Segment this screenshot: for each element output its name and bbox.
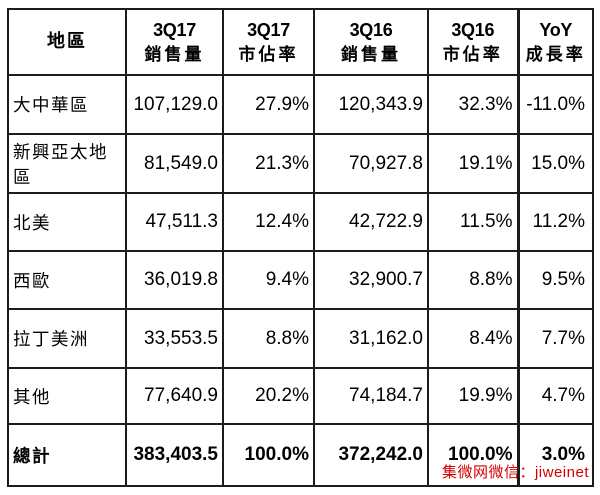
total-q317-share: 100.0% — [222, 423, 315, 487]
header-region-label: 地區 — [47, 31, 87, 52]
q317-sales-value: 47,511.3 — [125, 192, 224, 252]
q317-share-value: 8.8% — [222, 308, 315, 369]
table-row-others: 其他 77,640.9 20.2% 74,184.7 19.9% 4.7% — [7, 367, 594, 425]
q316-sales-value: 42,722.9 — [313, 192, 429, 252]
header-yoy-top: YoY — [539, 19, 573, 40]
header-3q17-sales-top: 3Q17 — [153, 19, 196, 40]
header-3q16-sales-top: 3Q16 — [349, 19, 393, 40]
total-label: 總計 — [7, 423, 127, 487]
yoy-value: 4.7% — [516, 367, 594, 425]
header-3q16-share-top: 3Q16 — [451, 19, 495, 40]
table-row-greater-china: 大中華區 107,129.0 27.9% 120,343.9 32.3% -11… — [7, 74, 594, 135]
header-cell-3q17-share: 3Q17 市佔率 — [222, 8, 315, 76]
q316-sales-value: 32,900.7 — [313, 250, 429, 310]
header-cell-yoy: YoY 成長率 — [516, 8, 594, 76]
yoy-value: -11.0% — [516, 74, 594, 135]
region-name: 西歐 — [7, 250, 127, 310]
region-name: 新興亞太地區 — [7, 133, 127, 194]
q316-share-value: 11.5% — [427, 192, 519, 252]
q316-share-value: 19.9% — [427, 367, 519, 425]
yoy-value: 15.0% — [516, 133, 594, 194]
q316-sales-value: 70,927.8 — [313, 133, 429, 194]
header-cell-3q16-share: 3Q16 市佔率 — [427, 8, 519, 76]
q317-share-value: 21.3% — [222, 133, 315, 194]
region-name: 其他 — [7, 367, 127, 425]
yoy-value: 9.5% — [516, 250, 594, 310]
header-cell-region: 地區 — [7, 8, 127, 76]
q317-sales-value: 33,553.5 — [125, 308, 224, 369]
header-3q16-share-bottom: 市佔率 — [442, 44, 503, 65]
q317-sales-value: 36,019.8 — [125, 250, 224, 310]
sales-table: 地區 3Q17 銷售量 3Q17 市佔率 3Q16 銷售量 3Q16 市佔 — [7, 8, 594, 487]
yoy-value: 11.2% — [516, 192, 594, 252]
table-row-western-europe: 西歐 36,019.8 9.4% 32,900.7 8.8% 9.5% — [7, 250, 594, 310]
table-row-emerging-apac: 新興亞太地區 81,549.0 21.3% 70,927.8 19.1% 15.… — [7, 133, 594, 194]
q317-share-value: 12.4% — [222, 192, 315, 252]
header-yoy-bottom: 成長率 — [525, 44, 586, 65]
header-3q17-share-top: 3Q17 — [247, 19, 290, 40]
yoy-value: 7.7% — [516, 308, 594, 369]
q317-share-value: 9.4% — [222, 250, 315, 310]
header-cell-3q17-sales: 3Q17 銷售量 — [125, 8, 224, 76]
region-name: 拉丁美洲 — [7, 308, 127, 369]
total-q316-share: 100.0% — [427, 423, 519, 487]
header-cell-3q16-sales: 3Q16 銷售量 — [313, 8, 429, 76]
q316-sales-value: 120,343.9 — [313, 74, 429, 135]
header-3q17-sales-bottom: 銷售量 — [144, 44, 205, 65]
jiweinet-watermark: 集微网微信：jiweinet — [441, 464, 589, 481]
q316-share-value: 32.3% — [427, 74, 519, 135]
q317-sales-value: 81,549.0 — [125, 133, 224, 194]
header-3q16-sales-bottom: 銷售量 — [341, 44, 401, 65]
region-name: 北美 — [7, 192, 127, 252]
q316-share-value: 19.1% — [427, 133, 519, 194]
total-yoy: 3.0% — [516, 423, 594, 487]
total-q317-sales: 383,403.5 — [125, 423, 224, 487]
q316-share-value: 8.4% — [427, 308, 519, 369]
q317-share-value: 20.2% — [222, 367, 315, 425]
total-q316-sales: 372,242.0 — [313, 423, 429, 487]
q317-sales-value: 77,640.9 — [125, 367, 224, 425]
table-row-north-america: 北美 47,511.3 12.4% 42,722.9 11.5% 11.2% — [7, 192, 594, 252]
region-name: 大中華區 — [7, 74, 127, 135]
header-row: 地區 3Q17 銷售量 3Q17 市佔率 3Q16 銷售量 3Q16 市佔 — [7, 8, 594, 76]
q317-share-value: 27.9% — [222, 74, 315, 135]
table-row-latin-america: 拉丁美洲 33,553.5 8.8% 31,162.0 8.4% 7.7% — [7, 308, 594, 369]
q316-share-value: 8.8% — [427, 250, 519, 310]
q316-sales-value: 31,162.0 — [313, 308, 429, 369]
header-3q17-share-bottom: 市佔率 — [238, 44, 299, 65]
q317-sales-value: 107,129.0 — [125, 74, 224, 135]
q316-sales-value: 74,184.7 — [313, 367, 429, 425]
table-row-total: 總計 383,403.5 100.0% 372,242.0 100.0% 3.0… — [7, 423, 594, 487]
